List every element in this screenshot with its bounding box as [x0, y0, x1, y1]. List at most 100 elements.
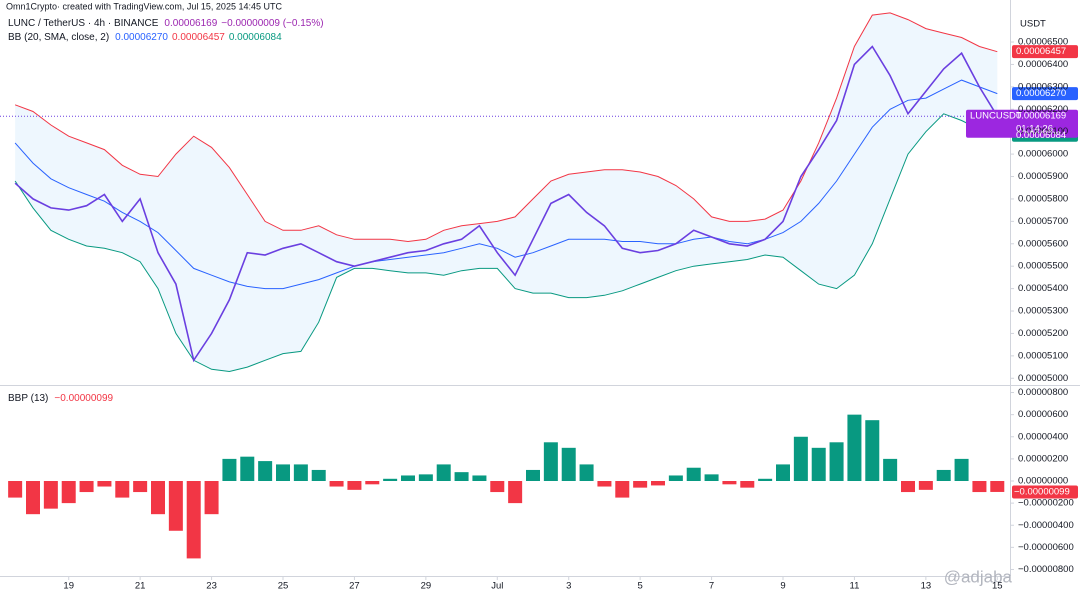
- upper-value: 0.00006457: [172, 32, 225, 43]
- bar: [8, 481, 23, 498]
- bar: [722, 481, 737, 485]
- lower-value: 0.00006084: [229, 32, 282, 43]
- bar: [758, 478, 773, 481]
- bar: [79, 481, 94, 493]
- y-tick-label: 0.00005600: [1018, 238, 1068, 249]
- bar: [276, 464, 290, 481]
- indicator-title: BB (20, SMA, close, 2): [8, 32, 109, 43]
- bar: [151, 481, 165, 515]
- last-price: 0.00006169: [164, 18, 217, 29]
- bar: [454, 472, 469, 481]
- bar: [954, 458, 969, 481]
- price-change: −0.00000009 (−0.15%): [221, 18, 323, 29]
- bar: [293, 464, 308, 481]
- bar: [561, 447, 576, 481]
- x-tick-label: 15: [992, 581, 1003, 592]
- x-tick-label: 19: [63, 581, 74, 592]
- bar: [311, 469, 326, 481]
- axis-tag-label: 0.00006084: [1016, 130, 1066, 141]
- y-tick-label: 0.00006100: [1018, 126, 1068, 137]
- bar: [526, 469, 540, 481]
- bar: [240, 456, 255, 481]
- y-tick-label: 0.00005500: [1018, 261, 1068, 272]
- bar: [115, 481, 130, 498]
- y-tick-label: 0.00005000: [1018, 373, 1068, 384]
- bar: [168, 481, 183, 531]
- y-tick-label: −0.00000200: [1018, 498, 1074, 509]
- y-tick-label: 0.00006500: [1018, 37, 1068, 48]
- price-tag-value: 0.00006169: [1016, 111, 1066, 122]
- price-tag-symbol: LUNCUSDT: [970, 111, 1022, 122]
- bar: [186, 481, 201, 559]
- currency-label: USDT: [1020, 19, 1046, 30]
- x-tick-label: 5: [637, 581, 642, 592]
- bar: [401, 475, 415, 481]
- axis-tag-label: 0.00006457: [1016, 46, 1066, 57]
- bar: [472, 475, 487, 481]
- bar: [776, 464, 790, 481]
- bar: [847, 414, 862, 481]
- bar: [258, 461, 273, 481]
- x-tick-label: 23: [206, 581, 217, 592]
- x-tick-label: Jul: [491, 581, 503, 592]
- bar: [829, 442, 844, 481]
- x-tick-label: 3: [566, 581, 571, 592]
- axis-tag: [1012, 45, 1078, 59]
- bar: [686, 467, 701, 481]
- bar: [204, 481, 219, 515]
- bar: [222, 458, 237, 481]
- bar: [97, 481, 112, 487]
- bar: [133, 481, 148, 493]
- x-tick-label: 21: [135, 581, 146, 592]
- bar: [365, 481, 380, 485]
- y-tick-label: 0.00000200: [1018, 453, 1068, 464]
- bbp-legend: BBP (13) −0.00000099: [8, 393, 114, 404]
- bar: [704, 474, 719, 481]
- y-tick-label: 0.00000000: [1018, 476, 1068, 487]
- y-tick-label: 0.00005100: [1018, 350, 1068, 361]
- bar: [651, 481, 665, 486]
- price-tag: [966, 109, 1078, 138]
- bar: [740, 481, 755, 488]
- axis-tag-label: 0.00006270: [1016, 88, 1066, 99]
- bar: [329, 481, 344, 487]
- bar: [436, 464, 451, 481]
- y-tick-label: 0.00005700: [1018, 216, 1068, 227]
- y-tick-label: −0.00000400: [1018, 520, 1074, 531]
- bar: [597, 481, 612, 487]
- plot: [0, 12, 1014, 580]
- y-tick-label: 0.00006300: [1018, 81, 1068, 92]
- bar: [418, 474, 433, 481]
- y-tick-label: −0.00000600: [1018, 542, 1074, 553]
- bar: [508, 481, 523, 504]
- y-tick-label: −0.00000800: [1018, 564, 1074, 575]
- bbp-title: BBP (13): [8, 393, 48, 404]
- axis-tag: [1012, 87, 1078, 101]
- bar: [972, 481, 987, 493]
- indicator-legend: BB (20, SMA, close, 2) 0.00006270 0.000064…: [8, 32, 282, 43]
- x-tick-label: 7: [709, 581, 714, 592]
- y-tick-label: 0.00005200: [1018, 328, 1068, 339]
- bar: [918, 481, 933, 490]
- bar: [383, 478, 398, 481]
- band-line: [14, 113, 998, 373]
- bar: [543, 442, 558, 481]
- x-tick-label: 13: [921, 581, 932, 592]
- y-tick-label: 0.00006000: [1018, 149, 1068, 160]
- y-tick-label: 0.00005300: [1018, 306, 1068, 317]
- bar: [579, 464, 594, 481]
- bar: [865, 420, 880, 481]
- bar: [793, 436, 808, 481]
- y-tick-label: 0.00005900: [1018, 171, 1068, 182]
- bar: [61, 481, 76, 504]
- symbol-title: LUNC / TetherUS · 4h · BINANCE: [8, 18, 159, 29]
- bar: [26, 481, 40, 515]
- y-tick-label: 0.00005800: [1018, 193, 1068, 204]
- bar: [633, 481, 648, 488]
- bar: [347, 481, 362, 490]
- bar: [883, 458, 898, 481]
- y-tick-label: 0.00006200: [1018, 104, 1068, 115]
- symbol-legend: LUNC / TetherUS · 4h · BINANCE 0.00006169…: [8, 18, 324, 29]
- price-tag-countdown: 01:14:26: [1016, 124, 1053, 135]
- y-tick-label: 0.00000400: [1018, 431, 1068, 442]
